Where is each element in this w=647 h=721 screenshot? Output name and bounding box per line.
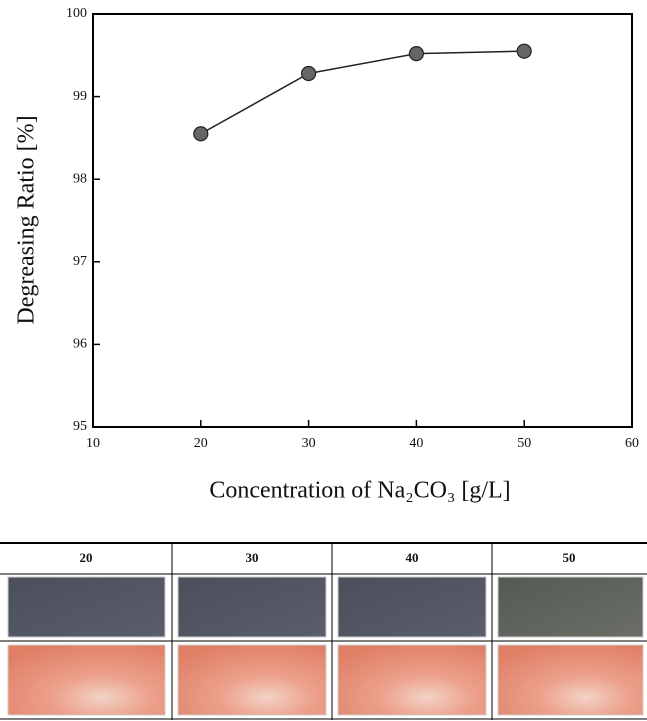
- y-tick-label: 98: [73, 171, 87, 186]
- photo: [337, 644, 487, 716]
- data-point: [516, 43, 532, 59]
- x-tick-label: 30: [302, 436, 316, 451]
- table-header: 30: [246, 550, 259, 565]
- series-line: [200, 50, 525, 135]
- table-header: 50: [563, 550, 576, 565]
- y-tick-label: 95: [73, 419, 87, 434]
- photo: [7, 644, 166, 716]
- photo: [177, 576, 327, 638]
- y-tick-label: 99: [73, 89, 87, 104]
- x-tick-label: 20: [194, 436, 208, 451]
- photo: [497, 576, 644, 638]
- x-axis-label: Concentration of Na₂CO₃ [g/L]: [209, 478, 510, 504]
- y-axis-label: Degreasing Ratio [%]: [14, 115, 40, 324]
- data-point: [408, 46, 424, 62]
- photo: [497, 644, 644, 716]
- photo-table: 20 30 40 50: [0, 542, 647, 720]
- photo: [177, 644, 327, 716]
- data-point: [193, 126, 209, 142]
- data-point: [301, 65, 317, 82]
- photo: [337, 576, 487, 638]
- y-tick-label: 100: [66, 6, 87, 21]
- chart: Concentration of Na₂CO₃ [g/L] Degreasing…: [14, 6, 640, 503]
- x-tick-label: 60: [625, 436, 639, 451]
- plot-frame: [92, 13, 633, 428]
- x-tick-label: 10: [86, 436, 100, 451]
- x-tick-label: 50: [517, 436, 531, 451]
- y-tick-label: 97: [73, 254, 87, 269]
- photo: [7, 576, 166, 638]
- table-header: 20: [80, 550, 93, 565]
- table-header: 40: [406, 550, 419, 565]
- y-tick-label: 96: [73, 337, 87, 352]
- x-tick-label: 40: [409, 436, 423, 451]
